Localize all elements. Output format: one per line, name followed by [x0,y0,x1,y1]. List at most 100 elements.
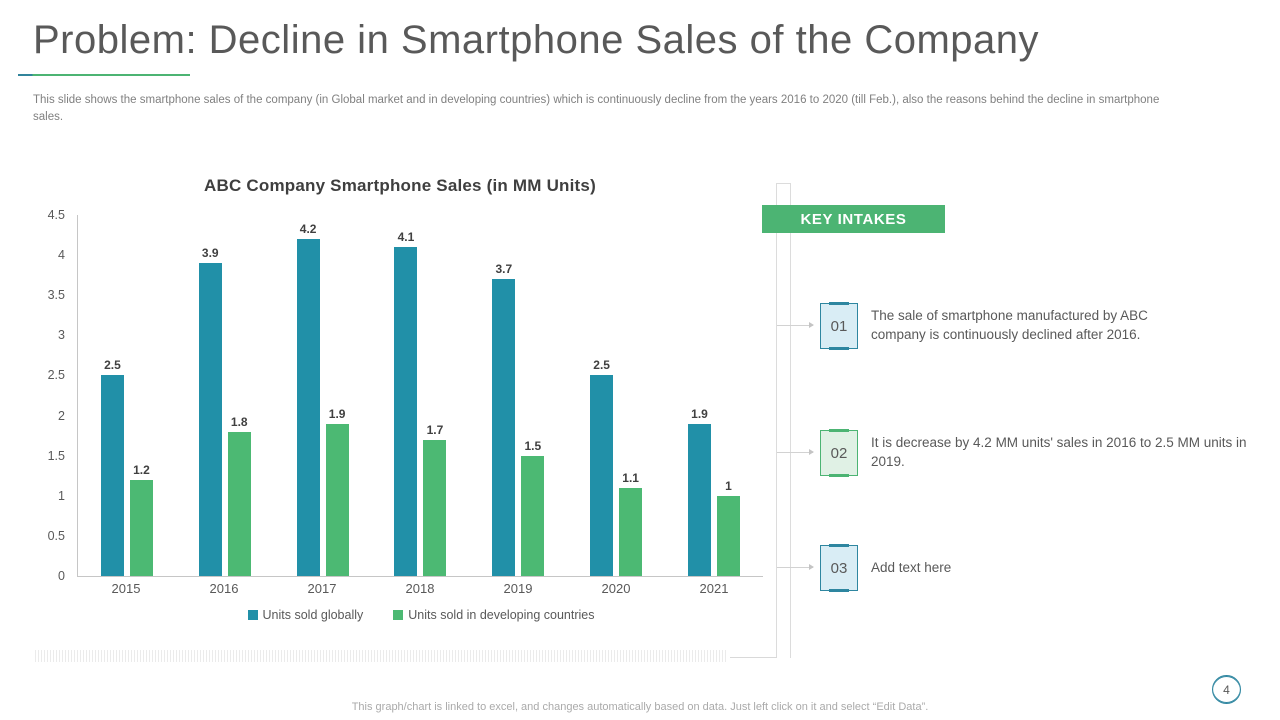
bar-column: 1.8 [227,414,251,576]
y-tick-label: 0 [58,569,65,583]
bar-column: 1.2 [129,462,153,576]
bar-column: 3.7 [492,262,516,576]
x-axis: 2015 2016 2017 2018 2019 2020 2021 [77,581,763,596]
y-tick-label: 0.5 [47,528,65,543]
bar-value-label: 4.1 [397,230,415,245]
y-tick-label: 4.5 [47,208,65,222]
bar-column: 2.5 [590,358,614,576]
x-tick-label: 2017 [307,581,337,596]
key-intake-text[interactable]: Add text here [871,559,952,575]
x-tick-label: 2015 [111,581,141,596]
bar-value-label: 1.7 [426,422,444,437]
bar-column: 1.9 [687,406,711,576]
bar-value-label: 2.5 [104,358,121,373]
bar [227,431,251,576]
x-tick-label: 2021 [699,581,729,596]
y-tick-label: 3.5 [47,288,65,303]
bar [129,479,153,576]
x-tick-label: 2018 [405,581,435,596]
bar [716,495,740,576]
bar [100,375,124,576]
key-intake-text: It is decrease by 4.2 MM units' sales in… [871,435,1247,469]
bar-group: 2.5 1.2 [100,358,153,576]
legend-swatch [393,610,404,620]
key-intake-number: 03 [820,545,858,591]
arrow-right-icon [777,564,814,570]
bar-column: 1.5 [521,438,545,576]
bar-value-label: 3.9 [201,246,219,261]
legend-item: Units sold in developing countries [393,608,594,622]
bar [198,263,222,576]
y-axis: 4.5 4 3.5 3 2.5 2 1.5 1 0.5 0 [35,208,71,583]
arrow-right-icon [777,322,814,328]
legend-label: Units sold in developing countries [408,608,595,622]
chart-title: ABC Company Smartphone Sales (in MM Unit… [204,176,596,195]
legend-item: Units sold globally [247,608,364,622]
y-tick-label: 3 [58,328,65,343]
chart-legend: Units sold globally Units sold in develop… [77,608,765,622]
bar-column: 2.5 [100,358,124,576]
bar-value-label: 1.9 [691,406,708,421]
bar-group: 1.9 1 [687,406,740,576]
chart-plot-area: 4.5 4 3.5 3 2.5 2 1.5 1 0.5 0 2.5 1.2 3.9 1.8 4.2 1.9 4… [35,208,765,583]
bar-value-label: 1 [725,478,732,493]
bar-value-label: 1.5 [524,438,542,453]
legend-swatch [247,610,258,620]
bar-value-label: 1.1 [622,470,639,485]
bar-column: 1 [716,478,740,576]
bar [687,423,711,576]
key-intake-number: 02 [820,430,858,476]
bar-value-label: 3.7 [495,262,513,277]
bar-value-label: 4.2 [299,222,317,237]
bar-column: 3.9 [198,246,222,576]
key-intakes-header: KEY INTAKES [762,205,945,233]
legend-label: Units sold globally [262,608,364,622]
bar [394,247,418,576]
slide-subtitle: This slide shows the smartphone sales of… [33,94,1160,124]
bar-column: 4.1 [394,230,418,576]
bar [590,375,614,576]
page-title: Problem: Decline in Smartphone Sales of … [33,18,1040,62]
key-intakes-rail [776,183,791,658]
y-tick-label: 4 [58,248,65,263]
bar [325,423,349,576]
key-intakes-connector-line [730,657,777,658]
y-tick-label: 1 [58,488,65,503]
sales-bar-chart[interactable]: ABC Company Smartphone Sales (in MM Unit… [35,176,765,622]
bar [296,239,320,576]
bar [619,487,643,576]
key-intake-item: 02 It is decrease by 4.2 MM units' sales … [820,430,1280,476]
bar [521,455,545,576]
bar-group: 3.9 1.8 [198,246,251,576]
y-tick-label: 2 [58,408,65,423]
bar-value-label: 2.5 [593,358,610,373]
x-tick-label: 2016 [209,581,239,596]
bar [423,439,447,576]
key-intake-item: 01 The sale of smartphone manufactured by… [820,303,1206,349]
key-intake-text: The sale of smartphone manufactured by A… [871,308,1148,342]
bar-column: 1.9 [325,406,349,576]
y-tick-label: 1.5 [47,448,65,463]
key-intake-number: 01 [820,303,858,349]
y-tick-label: 2.5 [47,368,65,383]
x-tick-label: 2020 [601,581,631,596]
title-underline [18,74,190,76]
page-number-badge: 4 [1212,675,1241,704]
footer-note: This graph/chart is linked to excel, and… [351,701,929,713]
arrow-right-icon [777,449,814,455]
bar-value-label: 1.9 [328,406,346,421]
bar-group: 3.7 1.5 [492,262,545,576]
bar-group: 4.1 1.7 [394,230,447,576]
bar [492,279,516,576]
plot: 2.5 1.2 3.9 1.8 4.2 1.9 4.1 1.7 3.7 1.5 2.5 1.1 1.9 1 [77,215,763,577]
bar-value-label: 1.2 [133,462,150,477]
key-intake-item: 03 Add text here [820,545,951,591]
bar-group: 2.5 1.1 [590,358,643,576]
dotted-divider-band [35,650,726,662]
x-tick-label: 2019 [503,581,533,596]
bar-column: 1.1 [619,470,643,576]
bar-group: 4.2 1.9 [296,222,349,576]
bar-column: 4.2 [296,222,320,576]
bar-value-label: 1.8 [230,414,248,429]
